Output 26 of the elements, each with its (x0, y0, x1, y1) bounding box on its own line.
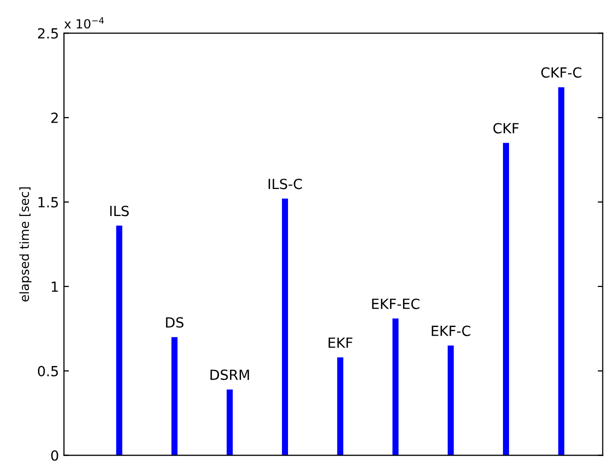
y-tick-label: 0.5 (38, 366, 58, 376)
x-tick-label: CKF-C (541, 67, 582, 78)
bar (171, 337, 178, 456)
x-tick-label: EKF-C (432, 326, 470, 336)
y-axis-title: elapsed time [sec] (19, 187, 32, 302)
y-tick-label: 2 (51, 112, 58, 123)
bar (337, 357, 344, 456)
y-tick-label: 0 (51, 450, 58, 461)
x-tick-label: ILS-C (268, 178, 302, 190)
y-tick-label: 1.5 (38, 197, 58, 208)
x-tick-label: CKF (493, 122, 519, 134)
y-tick-label: 2.5 (38, 28, 58, 39)
bar (282, 198, 288, 456)
x-tick-label: EKF (328, 338, 352, 348)
text: x 10$^{−4}$ (64, 17, 104, 29)
x-tick-label: ILS (110, 206, 129, 216)
bar (502, 142, 510, 456)
bar (392, 318, 399, 456)
y-tick-label: 1 (52, 282, 58, 292)
x-tick-label: DS (166, 317, 184, 328)
bar (226, 389, 233, 456)
x-tick-label: EKF-EC (372, 298, 420, 310)
bar (116, 226, 122, 456)
x-tick-label: DSRM (210, 370, 249, 380)
bar (558, 87, 564, 456)
bar (448, 346, 454, 456)
